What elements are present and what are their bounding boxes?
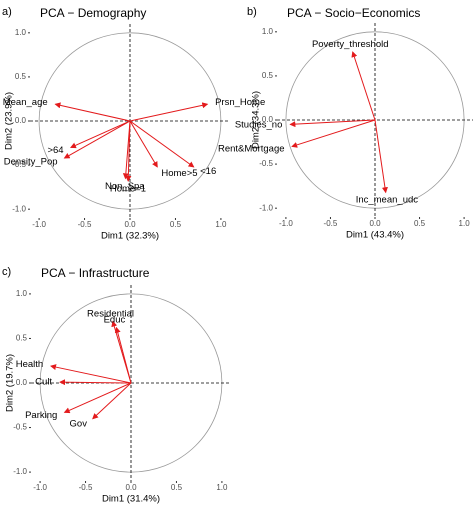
arrow-label: Parking xyxy=(25,410,57,421)
chart-title: PCA − Demography xyxy=(40,6,146,20)
panel-label: c) xyxy=(2,266,11,278)
arrow xyxy=(289,119,376,128)
x-tick-label: -0.5 xyxy=(79,483,93,492)
arrow xyxy=(69,120,131,149)
arrow-label: Non_Spa xyxy=(105,181,145,192)
y-tick-label: -1.0 xyxy=(12,204,26,213)
arrow-label: Mean_age xyxy=(3,97,48,108)
panel-label: a) xyxy=(2,6,12,18)
x-tick-label: 1.0 xyxy=(459,219,471,228)
arrow xyxy=(54,102,131,122)
arrow xyxy=(50,364,132,384)
x-tick-label: 0.0 xyxy=(369,219,381,228)
x-axis-label: Dim1 (43.4%) xyxy=(346,230,404,241)
y-tick-label: -1.0 xyxy=(259,203,273,212)
x-tick-label: 0.5 xyxy=(170,220,182,229)
x-tick-label: 0.5 xyxy=(171,483,183,492)
panel-label: b) xyxy=(247,6,257,18)
arrow xyxy=(63,120,131,159)
y-tick-label: 0.0 xyxy=(15,116,27,125)
y-tick-label: 0.5 xyxy=(16,334,28,343)
x-tick-label: 1.0 xyxy=(215,220,227,229)
x-tick-label: -1.0 xyxy=(279,219,293,228)
arrow xyxy=(129,120,195,168)
arrow xyxy=(92,382,132,420)
y-axis-label: Dim2 (34.3%) xyxy=(251,91,262,149)
x-tick-label: -0.5 xyxy=(324,219,338,228)
y-tick-label: 1.0 xyxy=(15,28,27,37)
y-tick-label: 0.5 xyxy=(15,72,27,81)
arrow xyxy=(374,119,388,194)
arrow-label: <16 xyxy=(200,166,216,177)
y-tick-label: 0.0 xyxy=(16,378,28,387)
x-axis-label: Dim1 (31.4%) xyxy=(102,494,160,505)
arrow-label: Rent&Mortgage xyxy=(218,143,285,154)
y-tick-label: -0.5 xyxy=(259,159,273,168)
arrow-label: Home>5 xyxy=(161,168,197,179)
arrow xyxy=(63,382,132,414)
y-tick-label: -0.5 xyxy=(13,423,27,432)
arrow-label: Inc_mean_udc xyxy=(356,195,419,206)
arrow-label: Studies_no xyxy=(235,119,283,130)
arrow xyxy=(129,102,209,122)
arrow-label: Home=1 xyxy=(110,183,146,194)
y-axis-label: Dim2 (19.7%) xyxy=(5,354,16,412)
x-tick-label: 0.5 xyxy=(414,219,426,228)
arrow-label: Poverty_threshold xyxy=(312,39,389,50)
y-axis-label: Dim2 (23.9%) xyxy=(4,92,15,150)
arrow-label: Health xyxy=(16,359,43,370)
arrow-label: Prsn_Home xyxy=(215,97,265,108)
arrow xyxy=(129,120,158,168)
y-tick-label: 1.0 xyxy=(16,289,28,298)
arrow xyxy=(125,120,132,182)
arrow-label: Residential xyxy=(87,308,134,319)
chart-title: PCA − Infrastructure xyxy=(41,266,150,280)
arrow xyxy=(351,51,376,121)
y-tick-label: 0.0 xyxy=(262,115,274,124)
chart-title: PCA − Socio−Economics xyxy=(287,6,420,20)
y-tick-label: -1.0 xyxy=(13,467,27,476)
x-tick-label: -1.0 xyxy=(33,483,47,492)
y-tick-label: 0.5 xyxy=(262,71,274,80)
arrow xyxy=(59,379,132,386)
x-tick-label: 0.0 xyxy=(125,483,137,492)
arrow-label: Gov xyxy=(70,419,88,430)
x-tick-label: 0.0 xyxy=(124,220,136,229)
arrow-label: Educ xyxy=(104,315,126,326)
arrow xyxy=(114,326,132,384)
y-tick-label: 1.0 xyxy=(262,27,274,36)
arrow xyxy=(291,119,376,148)
arrow-label: Density_Pop xyxy=(4,156,58,167)
x-tick-label: 1.0 xyxy=(216,483,228,492)
x-tick-label: -0.5 xyxy=(78,220,92,229)
x-axis-label: Dim1 (32.3%) xyxy=(101,231,159,242)
arrow-label: Cult xyxy=(35,377,52,388)
x-tick-label: -1.0 xyxy=(32,220,46,229)
arrow-label: >64 xyxy=(47,145,63,156)
y-tick-label: -0.5 xyxy=(12,160,26,169)
